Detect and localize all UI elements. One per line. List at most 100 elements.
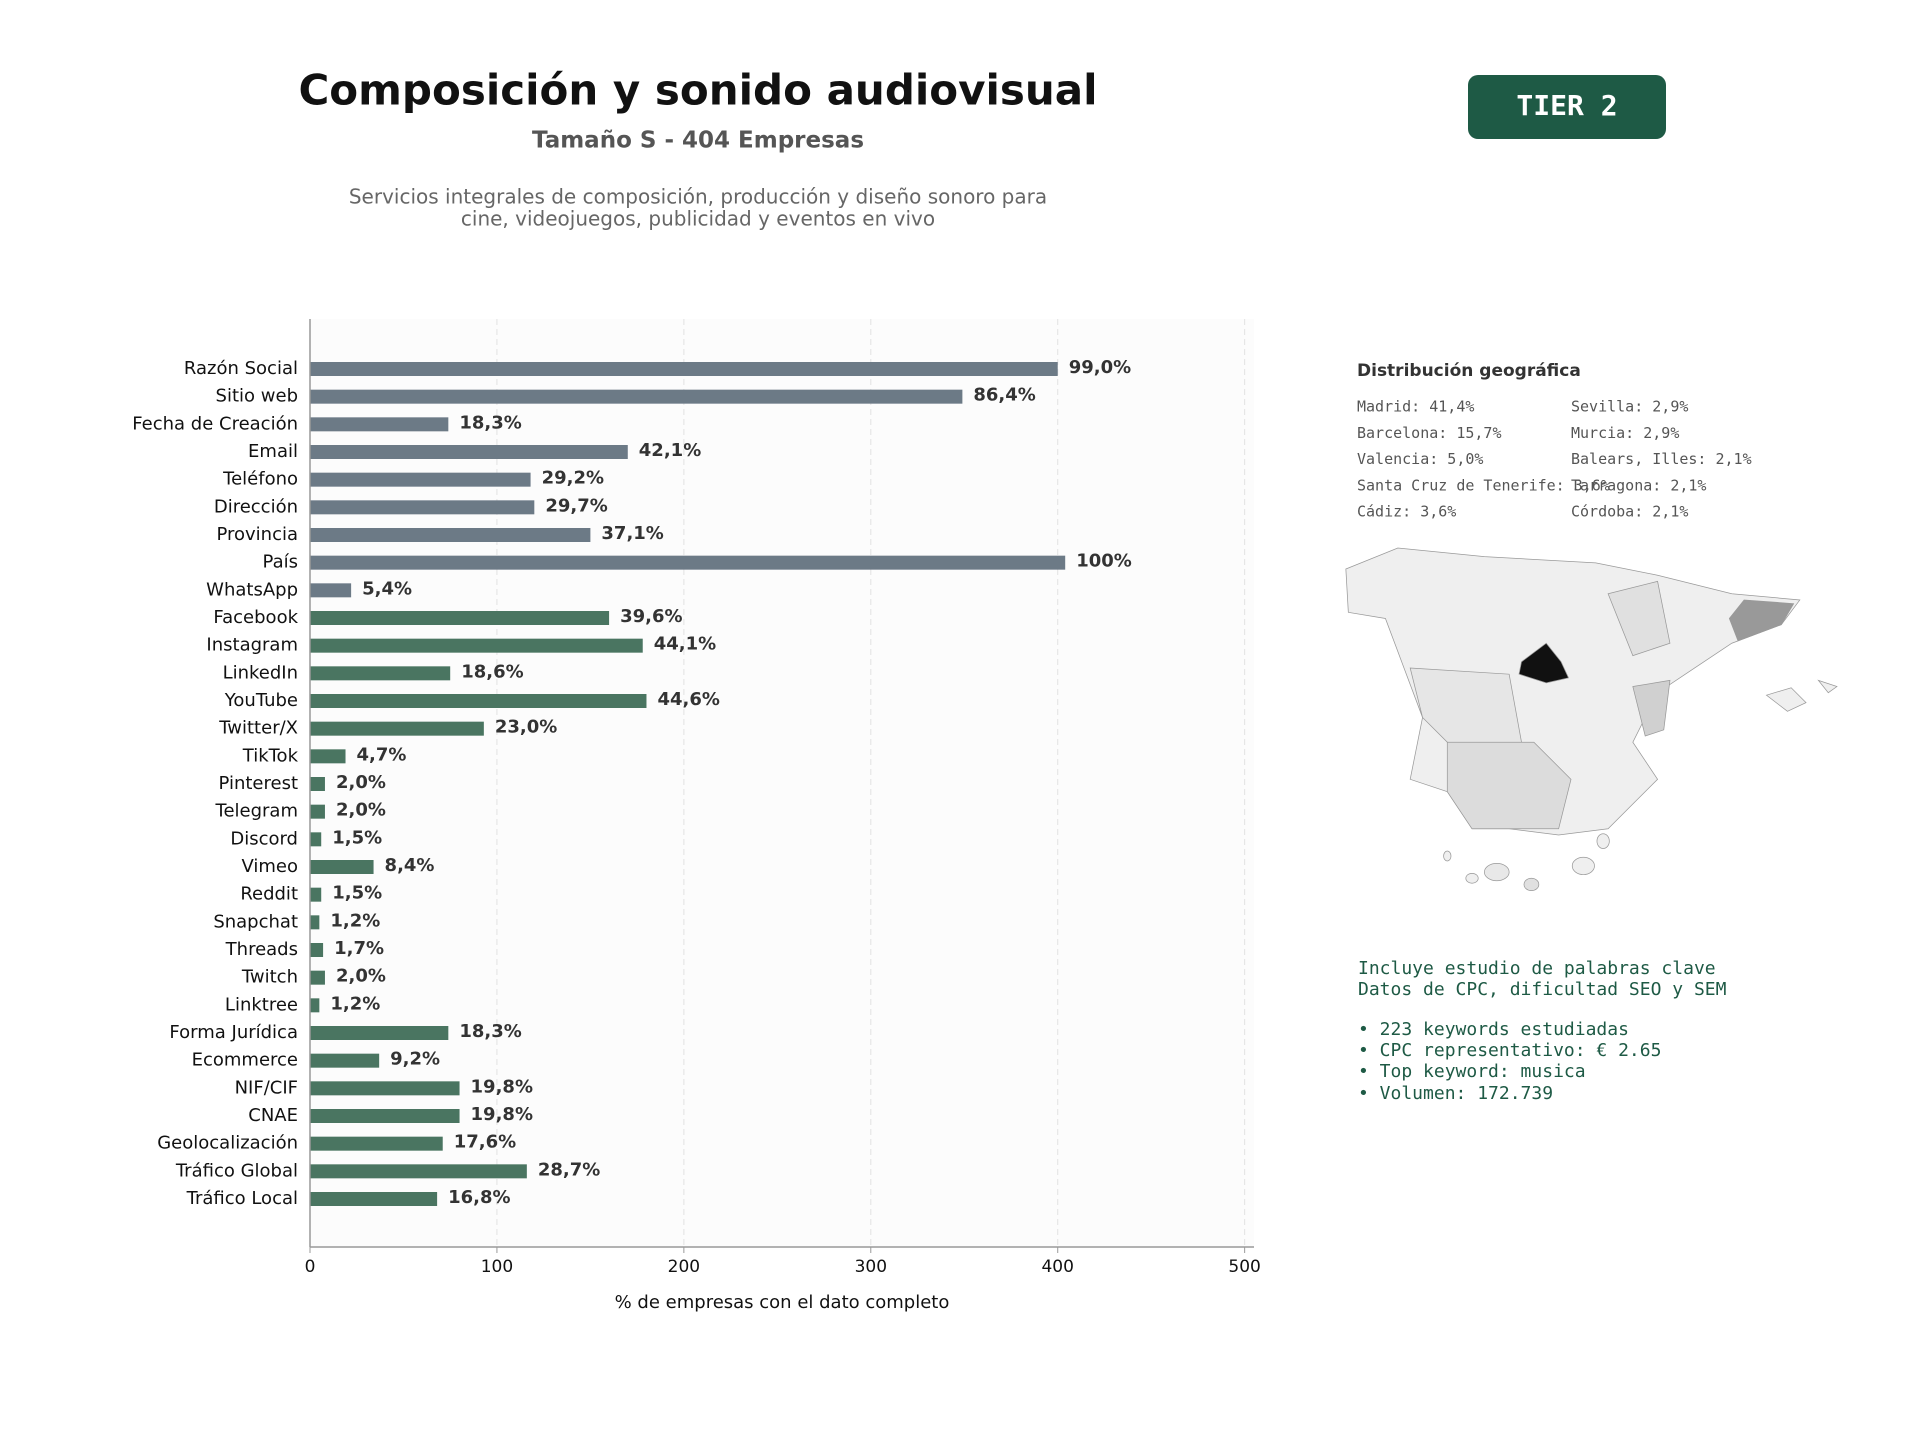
- value-label: 1,2%: [330, 910, 380, 931]
- y-tick-label: LinkedIn: [223, 662, 298, 683]
- geo-title: Distribución geográfica: [1357, 361, 1581, 381]
- value-label: 18,3%: [459, 412, 521, 433]
- value-label: 5,4%: [362, 578, 412, 599]
- badge-text: TIER 2: [1516, 89, 1617, 122]
- geo-item: Cádiz: 3,6%: [1357, 503, 1456, 521]
- bar: [310, 1081, 460, 1096]
- bar: [310, 943, 324, 957]
- description: Servicios integrales de composición, pro…: [349, 185, 1047, 209]
- value-label: 18,3%: [459, 1021, 521, 1042]
- bar: [310, 500, 535, 515]
- bar: [310, 472, 531, 487]
- y-tick-label: Twitter/X: [218, 718, 298, 739]
- y-tick-label: Tráfico Local: [186, 1188, 298, 1209]
- map-island: [1443, 850, 1452, 862]
- y-tick-label: YouTube: [224, 690, 298, 711]
- map-island: [1817, 679, 1838, 694]
- keyword-line: • 223 keywords estudiadas: [1358, 1019, 1629, 1040]
- map-madrid: [1518, 642, 1570, 684]
- geo-item: Barcelona: 15,7%: [1357, 424, 1502, 442]
- geo-item: Madrid: 41,4%: [1357, 398, 1474, 416]
- geo-list: Madrid: 41,4% Barcelona: 15,7% Valencia: 5…: [1357, 398, 1752, 521]
- value-label: 8,4%: [385, 855, 435, 876]
- map-island: [1596, 833, 1610, 849]
- y-tick-label: Discord: [230, 828, 298, 849]
- geo-item: Sevilla: 2,9%: [1571, 398, 1688, 416]
- bar: [310, 389, 963, 404]
- y-tick-label: Dirección: [214, 496, 298, 517]
- bar: [310, 832, 322, 847]
- geo-item: Valencia: 5,0%: [1357, 450, 1483, 468]
- bar: [310, 749, 346, 764]
- y-tick-label: Snapchat: [213, 911, 298, 932]
- chart-title: Composición y sonido audiovisual: [298, 66, 1097, 115]
- bar: [310, 970, 325, 985]
- bar: [310, 998, 320, 1013]
- value-label: 42,1%: [639, 440, 701, 461]
- y-tick-label: Telegram: [215, 801, 298, 822]
- y-tick-label: Reddit: [240, 884, 298, 905]
- value-label: 28,7%: [538, 1159, 600, 1180]
- geo-item: Balears, Illes: 2,1%: [1571, 450, 1752, 468]
- geo-item: Córdoba: 2,1%: [1571, 503, 1688, 521]
- value-label: 23,0%: [495, 717, 557, 738]
- value-label: 19,8%: [471, 1076, 533, 1097]
- map-barcelona: [1728, 599, 1795, 642]
- y-tick-label: Teléfono: [222, 469, 298, 490]
- bar: [310, 887, 322, 902]
- y-tick-label: Fecha de Creación: [132, 413, 298, 434]
- value-label: 18,6%: [461, 661, 523, 682]
- y-tick-label: Sitio web: [216, 386, 298, 407]
- value-label: 29,7%: [545, 495, 607, 516]
- bar: [310, 666, 451, 681]
- map-island: [1765, 687, 1807, 712]
- y-tick-label: WhatsApp: [206, 579, 298, 600]
- value-label: 1,2%: [330, 993, 380, 1014]
- bar: [310, 638, 643, 653]
- y-tick-label: Provincia: [216, 524, 298, 545]
- y-tick-label: CNAE: [248, 1105, 298, 1126]
- y-tick-label: NIF/CIF: [235, 1077, 298, 1098]
- map-island: [1571, 856, 1595, 875]
- y-tick-label: Ecommerce: [192, 1050, 298, 1071]
- value-label: 44,6%: [657, 689, 719, 710]
- bar: [310, 362, 1058, 376]
- value-label: 2,0%: [336, 966, 386, 987]
- value-label: 16,8%: [448, 1187, 510, 1208]
- bar: [310, 1053, 380, 1068]
- map-island: [1523, 877, 1540, 892]
- value-label: 1,5%: [332, 827, 382, 848]
- value-label: 19,8%: [471, 1104, 533, 1125]
- bar: [310, 915, 320, 930]
- bar: [310, 417, 449, 432]
- x-axis-label: % de empresas con el dato completo: [615, 1292, 950, 1313]
- geo-item: Tarragona: 2,1%: [1571, 476, 1706, 494]
- x-tick-label: 500: [1228, 1257, 1260, 1277]
- bar: [310, 528, 591, 542]
- x-tick-label: 100: [481, 1257, 513, 1277]
- value-label: 37,1%: [601, 523, 663, 544]
- y-tick-label: Pinterest: [218, 773, 298, 794]
- keyword-line: • Volumen: 172.739: [1358, 1083, 1553, 1104]
- bar: [310, 1192, 438, 1206]
- y-tick-label: Threads: [225, 939, 298, 960]
- value-label: 2,0%: [336, 772, 386, 793]
- y-tick-label: Razón Social: [184, 358, 298, 379]
- bar: [310, 777, 325, 791]
- bar: [310, 1109, 460, 1123]
- value-label: 99,0%: [1069, 357, 1131, 378]
- value-label: 86,4%: [973, 385, 1035, 406]
- y-tick-label: Geolocalización: [157, 1133, 298, 1154]
- keyword-line: Datos de CPC, dificultad SEO y SEM: [1358, 979, 1727, 1000]
- bar: [310, 1164, 527, 1179]
- keyword-line: • CPC representativo: € 2.65: [1358, 1040, 1661, 1061]
- value-label: 1,7%: [334, 938, 384, 959]
- value-label: 29,2%: [542, 468, 604, 489]
- value-label: 4,7%: [357, 744, 407, 765]
- x-tick-label: 0: [305, 1257, 316, 1277]
- bar: [310, 804, 325, 819]
- y-tick-label: Linktree: [225, 994, 298, 1015]
- geo-item: Murcia: 2,9%: [1571, 424, 1679, 442]
